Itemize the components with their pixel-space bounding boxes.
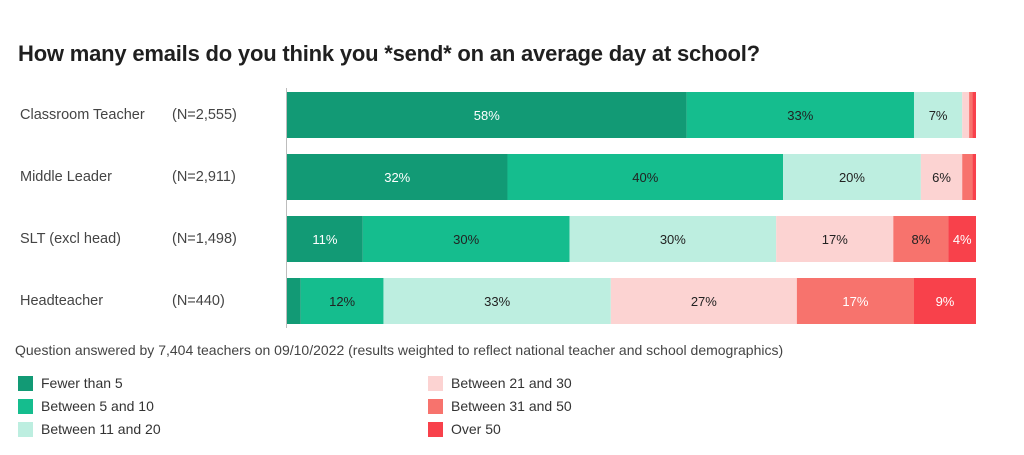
- legend-label: Between 31 and 50: [451, 398, 572, 414]
- bar-segment: [920, 154, 963, 200]
- legend-swatch: [428, 421, 443, 437]
- data-label: 33%: [787, 108, 813, 123]
- data-label: 20%: [839, 170, 865, 185]
- bar-segment: [796, 278, 914, 324]
- legend-swatch: [18, 398, 33, 414]
- bar-segment: [610, 278, 797, 324]
- data-label: 58%: [474, 108, 500, 123]
- bar-segment: [913, 278, 976, 324]
- legend-item: Between 31 and 50: [428, 397, 572, 415]
- bar-segment: [972, 92, 976, 138]
- bar-segment: [287, 278, 301, 324]
- bar-segment: [776, 216, 894, 262]
- data-label: 30%: [660, 232, 686, 247]
- legend-item: Between 5 and 10: [18, 397, 154, 415]
- data-label: 27%: [691, 294, 717, 309]
- legend-item: Over 50: [428, 420, 501, 438]
- bar-segment: [969, 92, 973, 138]
- row-sample-size: (N=2,911): [172, 169, 236, 185]
- bar-segment: [569, 216, 777, 262]
- legend-item: Fewer than 5: [18, 374, 123, 392]
- bar-segment: [962, 92, 970, 138]
- data-label: 17%: [822, 232, 848, 247]
- data-label: 12%: [329, 294, 355, 309]
- legend-label: Fewer than 5: [41, 375, 123, 391]
- data-label: 6%: [932, 170, 951, 185]
- axis-divider: [286, 88, 287, 328]
- bar-segment: [507, 154, 784, 200]
- legend-item: Between 21 and 30: [428, 374, 572, 392]
- data-label: 30%: [453, 232, 479, 247]
- bar-segment: [962, 154, 973, 200]
- data-label: 8%: [911, 232, 930, 247]
- data-label: 11%: [312, 232, 337, 247]
- data-label: 7%: [929, 108, 948, 123]
- bar-segment: [972, 154, 977, 200]
- row-label: SLT (excl head): [20, 231, 122, 247]
- chart-note: Question answered by 7,404 teachers on 0…: [15, 342, 784, 358]
- bar-segment: [287, 154, 508, 200]
- legend-item: Between 11 and 20: [18, 420, 161, 438]
- bar-segment: [362, 216, 570, 262]
- row-label: Classroom Teacher: [20, 107, 145, 123]
- bar-segment: [287, 216, 363, 262]
- data-label: 4%: [953, 232, 972, 247]
- data-label: 32%: [384, 170, 410, 185]
- data-label: 9%: [936, 294, 955, 309]
- bar-segment: [783, 154, 921, 200]
- data-label: 33%: [484, 294, 510, 309]
- legend-swatch: [18, 421, 33, 437]
- data-label: 17%: [842, 294, 868, 309]
- bar-segment: [948, 216, 976, 262]
- legend-swatch: [428, 375, 443, 391]
- chart-title: How many emails do you think you *send* …: [18, 41, 760, 66]
- bar-segment: [686, 92, 914, 138]
- data-label: 40%: [632, 170, 658, 185]
- bar-segment: [913, 92, 963, 138]
- bar-segment: [893, 216, 949, 262]
- row-label: Headteacher: [20, 293, 104, 309]
- legend-swatch: [428, 398, 443, 414]
- row-sample-size: (N=440): [172, 293, 225, 309]
- legend-label: Between 21 and 30: [451, 375, 572, 391]
- row-sample-size: (N=2,555): [172, 107, 237, 123]
- legend-label: Over 50: [451, 421, 501, 437]
- row-sample-size: (N=1,498): [172, 231, 237, 247]
- legend-label: Between 11 and 20: [41, 421, 161, 437]
- legend-swatch: [18, 375, 33, 391]
- bar-segment: [287, 92, 687, 138]
- bar-segment: [383, 278, 611, 324]
- bar-segment: [300, 278, 384, 324]
- row-label: Middle Leader: [20, 169, 112, 185]
- legend-label: Between 5 and 10: [41, 398, 154, 414]
